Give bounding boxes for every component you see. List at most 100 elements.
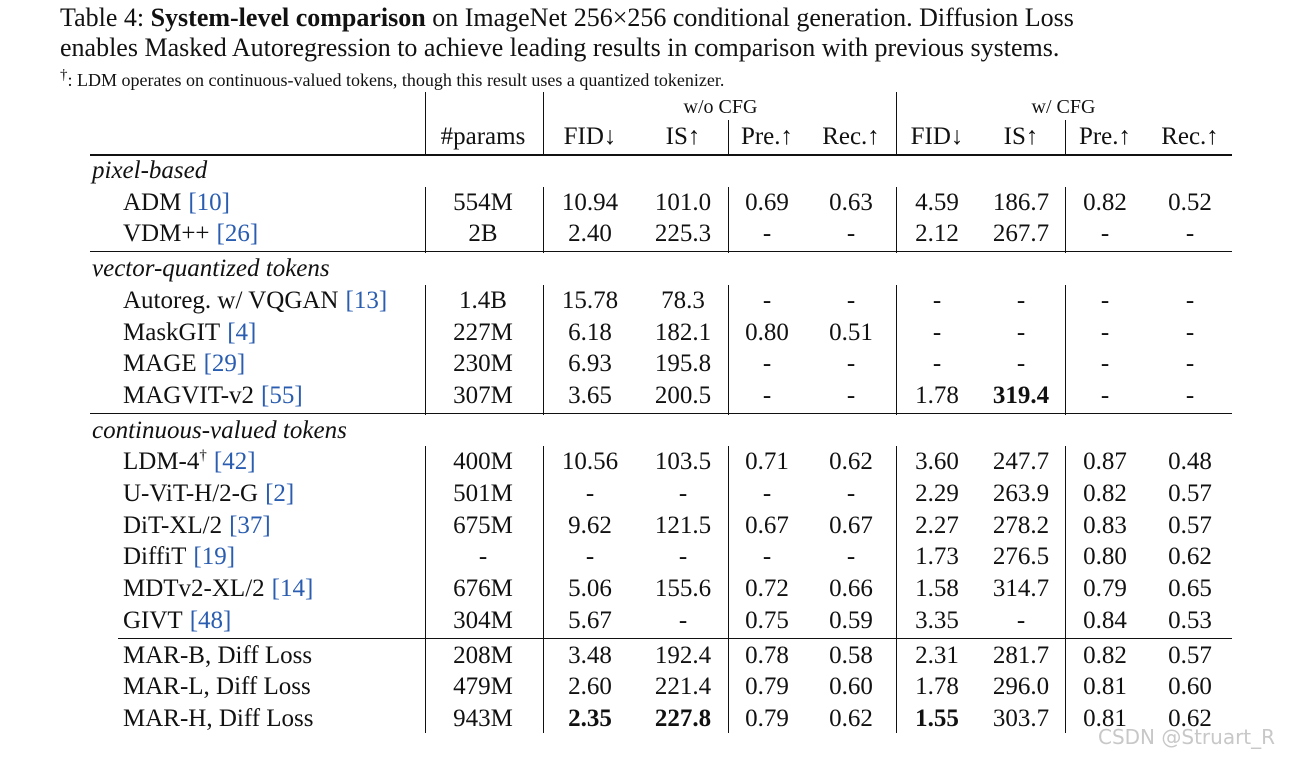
value-cell: 0.87	[1083, 448, 1127, 476]
value-cell: 6.18	[568, 318, 612, 346]
method-cell: MAR-L, Diff Loss	[123, 672, 311, 702]
value-cell: 276.5	[992, 543, 1050, 571]
value-cell: 0.71	[745, 448, 789, 476]
value-cell: 0.75	[745, 606, 789, 634]
citation: [42]	[213, 448, 256, 476]
value-cell: 0.67	[829, 511, 873, 539]
section-title: pixel-based	[92, 157, 208, 184]
column-header: Rec.↑	[1161, 123, 1219, 150]
value-cell: 1.78	[915, 673, 959, 701]
value-cell: 2B	[468, 220, 498, 248]
value-cell: 2.35	[568, 704, 612, 732]
citation: [10]	[188, 188, 230, 216]
method-cell: DiT-XL/2 [37]	[123, 511, 271, 541]
citation: [26]	[216, 220, 259, 248]
value-cell: 230M	[453, 350, 513, 378]
column-header: Pre.↑	[1078, 123, 1132, 150]
value-cell: 0.48	[1168, 448, 1212, 476]
column-header: #params	[440, 123, 526, 150]
column-header: FID↓	[910, 123, 964, 150]
value-cell: 192.4	[654, 641, 712, 669]
citation: [37]	[229, 511, 271, 539]
value-cell: -	[1185, 318, 1195, 346]
value-cell: -	[932, 318, 942, 346]
value-cell: -	[678, 480, 688, 507]
value-cell: 303.7	[992, 704, 1050, 732]
value-cell: -	[932, 286, 942, 314]
value-cell: 103.5	[654, 448, 712, 476]
value-cell: -	[762, 220, 772, 248]
value-cell: 6.93	[568, 350, 612, 378]
value-cell: 0.62	[829, 704, 873, 732]
value-cell: 278.2	[992, 511, 1050, 539]
value-cell: 307M	[453, 381, 513, 409]
value-cell: 0.65	[1168, 575, 1212, 603]
value-cell: -	[1016, 286, 1026, 314]
column-rule	[425, 284, 426, 415]
caption-line: Table 4: System-level comparison on Imag…	[60, 3, 1074, 33]
value-cell: 0.82	[1083, 641, 1127, 669]
value-cell: 675M	[453, 511, 513, 539]
value-cell: 296.0	[992, 673, 1050, 701]
method-cell: Autoreg. w/ VQGAN [13]	[123, 286, 387, 316]
value-cell: 2.40	[568, 220, 612, 248]
value-cell: 479M	[453, 673, 513, 701]
value-cell: -	[762, 381, 772, 409]
column-rule	[896, 92, 897, 156]
citation: [29]	[203, 350, 246, 378]
column-rule	[543, 186, 544, 254]
method-name: LDM-4	[123, 448, 200, 476]
value-cell: 501M	[453, 480, 513, 507]
value-cell: 78.3	[661, 286, 705, 314]
value-cell: 0.62	[1168, 704, 1212, 732]
value-cell: 221.4	[654, 673, 712, 701]
value-cell: 121.5	[654, 511, 712, 539]
value-cell: 0.57	[1168, 641, 1212, 669]
column-header: Pre.↑	[740, 123, 794, 150]
method-name: U-ViT-H/2-G	[123, 480, 259, 507]
value-cell: -	[1185, 286, 1195, 314]
section-rule	[118, 637, 1232, 639]
value-cell: -	[1185, 350, 1195, 378]
value-cell: 3.48	[568, 641, 612, 669]
value-cell: 200.5	[654, 381, 712, 409]
method-cell: MDTv2-XL/2 [14]	[123, 574, 313, 604]
method-cell: MAR-H, Diff Loss	[123, 704, 314, 734]
value-cell: -	[846, 480, 856, 507]
column-rule	[543, 446, 544, 733]
value-cell: 0.83	[1083, 511, 1127, 539]
method-name: MaskGIT	[123, 318, 221, 346]
method-cell: U-ViT-H/2-G [2]	[123, 479, 294, 509]
value-cell: 2.60	[568, 673, 612, 701]
value-cell: -	[1100, 286, 1110, 314]
value-cell: 195.8	[654, 350, 712, 378]
value-cell: 0.63	[829, 188, 873, 216]
method-name: MDTv2-XL/2	[123, 575, 265, 603]
value-cell: -	[1100, 220, 1110, 248]
method-name: GIVT	[123, 606, 183, 634]
value-cell: -	[1100, 381, 1110, 409]
method-name: MAR-L, Diff Loss	[123, 673, 311, 701]
watermark: CSDN @Struart_R	[1098, 725, 1276, 749]
value-cell: 10.56	[561, 448, 619, 476]
group-header: w/ CFG	[1031, 96, 1096, 118]
value-cell: 267.7	[992, 220, 1050, 248]
column-rule	[896, 284, 897, 415]
section-title: vector-quantized tokens	[92, 255, 330, 283]
column-header: IS↑	[1003, 123, 1039, 150]
value-cell: 3.65	[568, 381, 612, 409]
column-rule	[1065, 186, 1066, 254]
section-title: continuous-valued tokens	[92, 416, 347, 444]
value-cell: 0.60	[1168, 673, 1212, 701]
value-cell: 15.78	[561, 286, 619, 314]
value-cell: 0.53	[1168, 606, 1212, 634]
caption-emphasis: System-level comparison	[150, 3, 426, 32]
method-cell: ADM [10]	[123, 188, 230, 218]
method-cell: MAGE [29]	[123, 349, 245, 379]
value-cell: 304M	[453, 606, 513, 634]
value-cell: 0.62	[1168, 543, 1212, 571]
footnote-mark: †	[60, 67, 68, 83]
value-cell: 227.8	[654, 704, 712, 732]
value-cell: 400M	[453, 448, 513, 476]
method-cell: VDM++ [26]	[123, 219, 258, 249]
